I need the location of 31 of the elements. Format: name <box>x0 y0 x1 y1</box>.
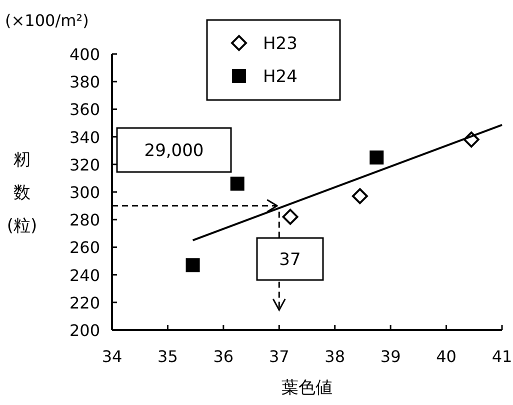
y-tick-label: 300 <box>69 183 100 202</box>
point <box>230 176 244 191</box>
x-tick-label: 36 <box>213 347 234 366</box>
point <box>352 188 368 204</box>
chart-subtitle: (×100/m²) <box>5 11 89 30</box>
point <box>282 208 298 225</box>
y-tick-label: 360 <box>69 100 100 120</box>
y-tick-label: 380 <box>69 72 100 92</box>
ref-line-label: 37 <box>279 250 301 270</box>
x-tick-label: 40 <box>436 347 456 366</box>
x-tick-label: 35 <box>158 347 178 366</box>
y-tick-label: 260 <box>69 238 100 258</box>
y-tick-label: 320 <box>69 155 100 174</box>
legend-label: H23 <box>263 34 298 54</box>
ref-line-label: 29,000 <box>144 141 204 161</box>
point <box>370 150 384 164</box>
y-tick-label: 240 <box>69 266 100 285</box>
y-tick-label: 220 <box>69 293 100 312</box>
x-axis-title: 葉色値 <box>282 378 332 398</box>
legend-label: H24 <box>263 67 298 87</box>
y-tick-label: 280 <box>69 210 100 230</box>
x-tick-label: 41 <box>492 347 512 366</box>
y-tick-label: 200 <box>69 321 100 340</box>
y-axis-title: 籾数(粒) <box>6 150 38 236</box>
y-tick-label: 340 <box>69 128 100 147</box>
x-tick-label: 37 <box>268 347 290 366</box>
x-tick-label: 34 <box>102 347 122 366</box>
y-tick-label: 400 <box>69 45 100 64</box>
x-tick-label: 38 <box>324 347 346 366</box>
point <box>186 258 200 272</box>
x-tick-label: 39 <box>380 347 401 366</box>
